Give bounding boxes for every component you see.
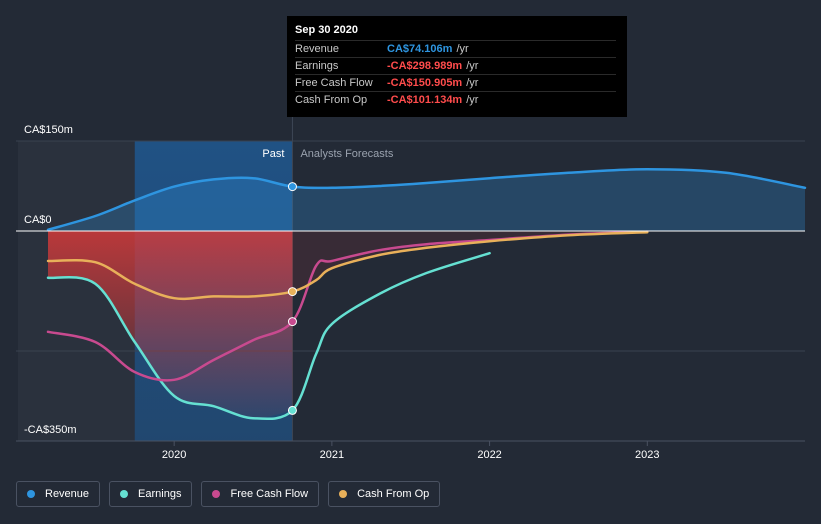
- legend-label: Cash From Op: [357, 488, 430, 500]
- legend-item-cash-from-op[interactable]: Cash From Op: [328, 481, 441, 507]
- tooltip-row-earnings: Earnings -CA$298.989m /yr: [295, 57, 616, 74]
- tooltip-unit: /yr: [456, 43, 469, 55]
- legend-label: Free Cash Flow: [230, 488, 309, 500]
- tooltip-row-cash-from-op: Cash From Op -CA$101.134m /yr: [295, 91, 616, 108]
- tooltip-value: CA$74.106m: [387, 43, 453, 55]
- tooltip-label: Revenue: [295, 43, 340, 55]
- legend-item-revenue[interactable]: Revenue: [16, 481, 101, 507]
- revenue-area: [48, 169, 805, 231]
- series-lines: [46, 167, 807, 421]
- tooltip-date: Sep 30 2020: [295, 24, 358, 36]
- tooltip-row-free-cash-flow: Free Cash Flow -CA$150.905m /yr: [295, 74, 616, 91]
- cfo-line: [46, 230, 649, 301]
- tooltip-unit: /yr: [466, 77, 479, 89]
- earnings-dot-icon: [120, 490, 129, 498]
- past-label: Past: [262, 148, 284, 160]
- y-tick-label: CA$0: [24, 214, 52, 226]
- tooltip-value: -CA$101.134m: [387, 94, 463, 106]
- series-areas: [48, 169, 805, 419]
- tooltip-value: -CA$150.905m: [387, 77, 463, 89]
- forecast-label: Analysts Forecasts: [300, 148, 393, 160]
- highlight-points: [287, 182, 297, 415]
- tooltip-label: Cash From Op: [295, 94, 368, 106]
- forecast-negative-area: [292, 231, 648, 292]
- revenue-dot-icon: [27, 490, 35, 498]
- x-tick-label: 2023: [635, 449, 659, 461]
- chart-axes: CA$150m CA$0 -CA$350m 2020 2021 2022 2023 Past A…: [16, 124, 805, 461]
- legend-item-earnings[interactable]: Earnings: [109, 481, 193, 507]
- y-tick-label: CA$150m: [24, 124, 73, 136]
- earnings-line: [46, 251, 491, 421]
- cash-from-op-dot-icon: [339, 490, 348, 498]
- y-tick-label: -CA$350m: [24, 424, 77, 436]
- revenue-line: [46, 167, 807, 232]
- earnings-highlight-point: [287, 405, 297, 415]
- x-tick-label: 2020: [162, 449, 186, 461]
- tooltip-unit: /yr: [466, 60, 479, 72]
- fcf-highlight-point: [287, 317, 297, 327]
- tooltip-value: -CA$298.989m: [387, 60, 463, 72]
- x-tick-label: 2021: [320, 449, 344, 461]
- legend-label: Revenue: [45, 488, 90, 500]
- x-tick-label: 2022: [477, 449, 501, 461]
- tooltip-row-revenue: Revenue CA$74.106m /yr: [295, 40, 616, 57]
- revenue-highlight-point: [287, 182, 297, 192]
- legend-item-free-cash-flow[interactable]: Free Cash Flow: [201, 481, 320, 507]
- negative-area: [48, 231, 293, 419]
- free-cash-flow-dot-icon: [212, 490, 221, 498]
- chart-legend: Revenue Earnings Free Cash Flow Cash Fro…: [16, 481, 441, 507]
- chart-tooltip: Sep 30 2020 Revenue CA$74.106m /yr Earni…: [287, 16, 627, 117]
- cfo-highlight-point: [287, 287, 297, 297]
- tooltip-label: Earnings: [295, 60, 339, 72]
- legend-label: Earnings: [138, 488, 182, 500]
- tooltip-label: Free Cash Flow: [295, 77, 373, 89]
- tooltip-unit: /yr: [466, 94, 479, 106]
